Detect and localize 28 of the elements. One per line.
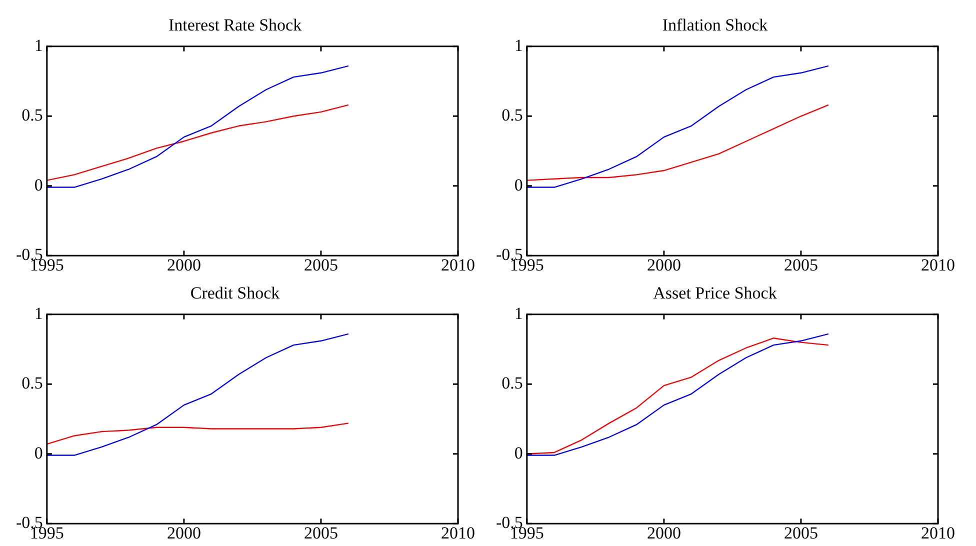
y-tick-label: 0.5	[22, 106, 43, 125]
x-tick-label: 2000	[166, 523, 201, 542]
y-tick-label: 0.5	[502, 106, 523, 125]
x-tick-label: 2010	[441, 523, 475, 542]
x-tick-label: 2000	[646, 523, 681, 542]
x-tick-label: 2000	[166, 255, 201, 274]
x-tick-label: 2000	[646, 255, 681, 274]
y-tick-label: 0	[34, 443, 43, 462]
y-tick-label: 1	[514, 36, 523, 55]
x-tick-label: 2005	[784, 523, 818, 542]
y-tick-label: 0.5	[22, 374, 43, 393]
x-tick-label: 2010	[921, 255, 955, 274]
chart-title: Inflation Shock	[662, 16, 768, 35]
y-tick-label: 1	[34, 36, 43, 55]
y-tick-label: 0	[34, 175, 43, 194]
chart-title: Credit Shock	[190, 284, 280, 303]
x-tick-label: 2010	[441, 255, 475, 274]
chart-title: Interest Rate Shock	[168, 16, 302, 35]
y-tick-label: 0.5	[502, 374, 523, 393]
x-tick-label: 2005	[304, 523, 338, 542]
x-tick-label: 2005	[304, 255, 338, 274]
y-tick-label: 0	[514, 175, 523, 194]
x-tick-label: 2005	[784, 255, 818, 274]
y-tick-label: 1	[514, 304, 523, 323]
y-tick-label: 0	[514, 443, 523, 462]
x-tick-label: 2010	[921, 523, 955, 542]
chart-title: Asset Price Shock	[653, 284, 778, 303]
y-tick-label: 1	[34, 304, 43, 323]
